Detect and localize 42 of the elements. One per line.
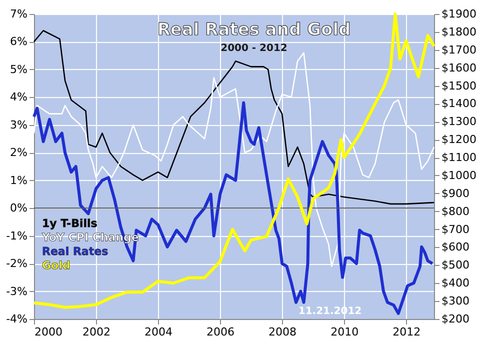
series-label: Real Rates [42,245,109,258]
y2-tick-label: $600 [442,240,470,254]
y2-tick-label: $1600 [442,61,476,74]
y-tick-label: 2% [10,146,28,160]
text: 1y T-Bills [42,217,98,230]
y2-tick-label: $1300 [442,115,476,128]
y2-tick-label: $1000 [442,168,476,182]
y2-tick-label: $800 [442,204,470,218]
y2-tick-label: $900 [442,186,470,200]
text: 2000 - 2012 [220,43,288,54]
y2-tick-label: $1500 [442,79,476,92]
y-tick-label: 4% [10,90,28,104]
x-tick-label: 2006 [206,326,235,338]
y2-tick-label: $1100 [442,151,476,164]
y2-tick-label: $200 [442,312,470,326]
x-tick-label: 2012 [392,326,421,338]
text: Gold [42,259,70,272]
y2-tick-label: $1200 [442,133,476,146]
line-series [32,101,434,315]
y-tick-label: 6% [10,35,28,48]
y-tick-label: -3% [6,284,28,298]
y-tick-label: 3% [10,118,28,132]
x-tick-label: 2000 [34,326,62,338]
y-tick-label: 7% [10,8,28,20]
y-tick-label: -4% [6,312,28,326]
y2-tick-label: $1900 [442,8,476,20]
y-tick-label: -2% [6,257,28,270]
y2-tick-label: $300 [442,294,470,308]
y2-tick-label: $1400 [442,97,476,110]
y2-tick-label: $400 [442,276,470,290]
x-tick-label: 2008 [268,326,297,338]
y2-tick-label: $1700 [442,43,476,56]
x-tick-label: 2010 [330,326,359,338]
y2-tick-label: $1800 [442,25,476,38]
y-tick-label: 0% [10,202,28,215]
x-tick-label: 2004 [144,326,173,338]
x-tick-label: 2002 [82,326,111,338]
y-tick-label: 1% [10,174,28,187]
y2-tick-label: $500 [442,258,470,272]
y2-tick-label: $700 [442,222,470,236]
y-tick-label: 5% [10,62,28,76]
y-tick-label: -1% [6,229,28,242]
